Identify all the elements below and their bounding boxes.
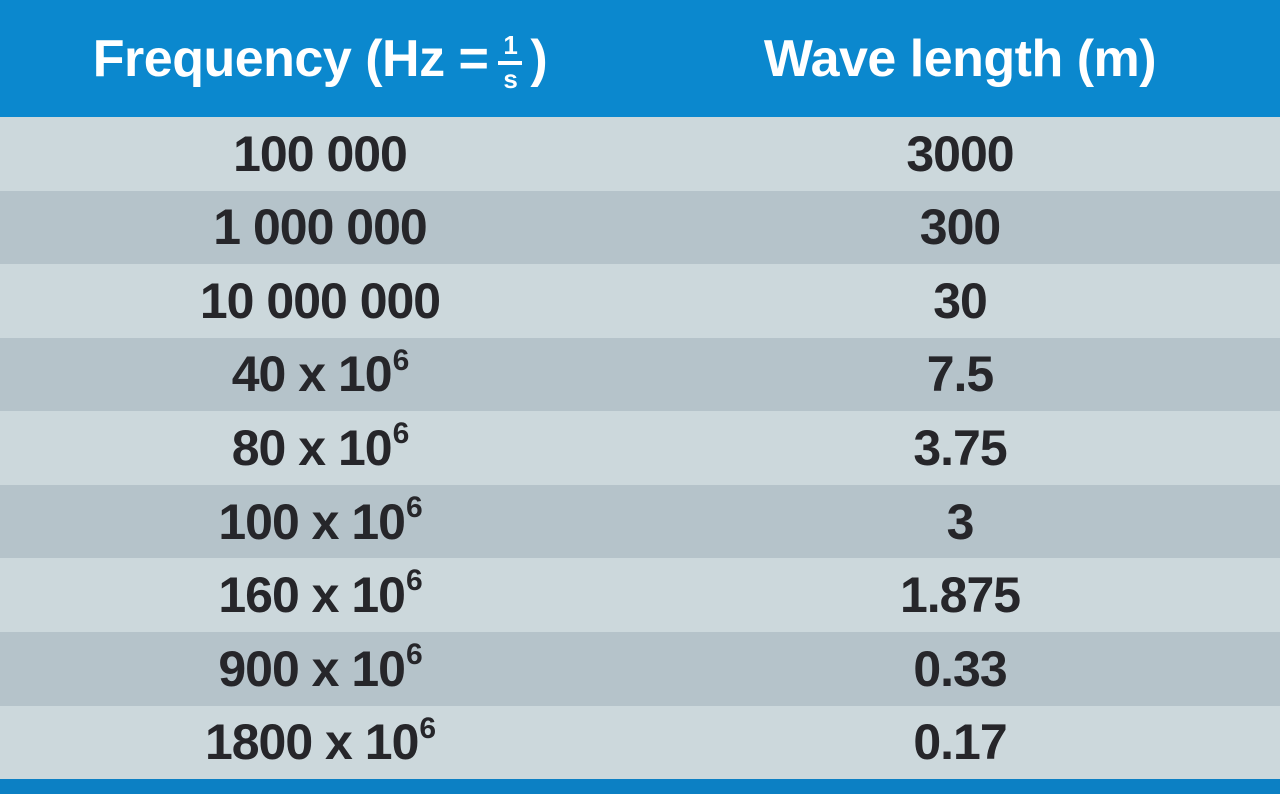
frequency-exponent: 6 xyxy=(392,417,410,451)
wavelength-value: 7.5 xyxy=(926,346,995,403)
frequency-header-close-paren: ) xyxy=(530,29,548,88)
wavelength-cell: 3 xyxy=(640,485,1280,559)
wavelength-value: 3.75 xyxy=(913,420,1007,477)
wavelength-cell: 7.5 xyxy=(640,338,1280,412)
column-header-wavelength: Wave length (m) xyxy=(640,0,1280,117)
frequency-value: 40 x 10 xyxy=(231,346,393,403)
fraction-one-over-s: 1 s xyxy=(498,31,523,94)
wavelength-cell: 0.33 xyxy=(640,632,1280,706)
frequency-cell: 1 000 000 xyxy=(0,191,640,265)
frequency-cell: 100 000 xyxy=(0,117,640,191)
frequency-cell: 100 x 10 6 xyxy=(0,485,640,559)
frequency-value: 100 000 xyxy=(233,125,408,182)
table-row: 40 x 10 6 7.5 xyxy=(0,337,1280,412)
frequency-cell: 80 x 10 6 xyxy=(0,411,640,485)
frequency-exponent: 6 xyxy=(405,490,423,524)
frequency-value: 1 000 000 xyxy=(213,199,427,256)
frequency-cell: 160 x 10 6 xyxy=(0,558,640,632)
frequency-exponent: 6 xyxy=(419,711,436,745)
wavelength-value: 300 xyxy=(919,199,1001,256)
bottom-accent-bar xyxy=(0,779,1280,794)
wavelength-cell: 0.17 xyxy=(640,706,1280,780)
frequency-value: 900 x 10 xyxy=(218,640,406,697)
frequency-cell: 1800 x 10 6 xyxy=(0,706,640,780)
frequency-cell: 10 000 000 xyxy=(0,264,640,338)
wavelength-cell: 3000 xyxy=(640,117,1280,191)
wavelength-cell: 3.75 xyxy=(640,411,1280,485)
table-row: 1 000 000 300 xyxy=(0,190,1280,265)
wavelength-header-label: Wave length (m) xyxy=(763,29,1157,88)
frequency-value: 10 000 000 xyxy=(199,272,441,329)
wavelength-value: 3000 xyxy=(906,125,1014,182)
table-row: 100 000 3000 xyxy=(0,117,1280,191)
frequency-value: 1800 x 10 xyxy=(204,714,419,771)
wavelength-value: 30 xyxy=(933,272,988,329)
frequency-exponent: 6 xyxy=(405,637,423,671)
frequency-value: 80 x 10 xyxy=(231,420,393,477)
wavelength-cell: 30 xyxy=(640,264,1280,338)
table-row: 1800 x 10 6 0.17 xyxy=(0,705,1280,780)
wavelength-cell: 300 xyxy=(640,191,1280,265)
wavelength-value: 3 xyxy=(946,493,975,550)
table-row: 900 x 10 6 0.33 xyxy=(0,631,1280,706)
wavelength-value: 0.17 xyxy=(913,714,1007,771)
table-row: 10 000 000 30 xyxy=(0,264,1280,338)
frequency-header-label: Frequency (Hz = xyxy=(92,29,489,88)
frequency-value: 160 x 10 xyxy=(218,567,406,624)
fraction-numerator: 1 xyxy=(498,31,523,65)
table-row: 80 x 10 6 3.75 xyxy=(0,411,1280,485)
table-header-row: Frequency (Hz = 1 s ) Wave length (m) xyxy=(0,0,1280,117)
column-header-frequency: Frequency (Hz = 1 s ) xyxy=(0,0,640,117)
frequency-cell: 900 x 10 6 xyxy=(0,632,640,706)
table-row: 160 x 10 6 1.875 xyxy=(0,558,1280,632)
table-row: 100 x 10 6 3 xyxy=(0,484,1280,559)
frequency-value: 100 x 10 xyxy=(218,493,406,550)
fraction-denominator: s xyxy=(503,63,518,94)
table-body: 100 000 3000 1 000 000 300 10 000 000 30… xyxy=(0,117,1280,780)
frequency-cell: 40 x 10 6 xyxy=(0,338,640,412)
wavelength-value: 0.33 xyxy=(913,640,1007,697)
frequency-exponent: 6 xyxy=(392,343,410,377)
wavelength-cell: 1.875 xyxy=(640,558,1280,632)
frequency-exponent: 6 xyxy=(405,564,423,598)
wavelength-value: 1.875 xyxy=(899,567,1021,624)
